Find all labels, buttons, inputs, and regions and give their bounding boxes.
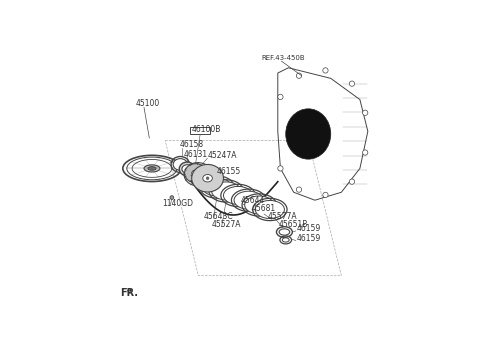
Ellipse shape — [245, 196, 274, 214]
Text: FR.: FR. — [120, 288, 138, 298]
Text: 45100: 45100 — [136, 99, 160, 108]
Ellipse shape — [184, 164, 207, 183]
Text: 45681: 45681 — [252, 204, 276, 213]
Ellipse shape — [187, 165, 208, 183]
Circle shape — [296, 187, 301, 192]
Ellipse shape — [182, 165, 192, 173]
Ellipse shape — [192, 164, 224, 192]
Ellipse shape — [279, 229, 290, 235]
Circle shape — [278, 94, 283, 99]
Circle shape — [362, 110, 368, 116]
Circle shape — [349, 81, 355, 86]
Text: 45247A: 45247A — [207, 151, 237, 160]
Ellipse shape — [192, 170, 200, 176]
Circle shape — [323, 192, 328, 197]
Text: 45643C: 45643C — [204, 212, 233, 221]
Text: 46131: 46131 — [184, 150, 208, 159]
Ellipse shape — [179, 162, 195, 176]
Ellipse shape — [234, 191, 263, 209]
Circle shape — [323, 68, 328, 73]
Text: 46158: 46158 — [179, 140, 204, 149]
Text: 46159: 46159 — [296, 234, 321, 243]
Text: 46100B: 46100B — [192, 125, 221, 134]
Ellipse shape — [212, 182, 240, 200]
Ellipse shape — [255, 201, 285, 218]
Ellipse shape — [202, 178, 231, 196]
Ellipse shape — [144, 165, 160, 172]
Text: REF.43-450B: REF.43-450B — [262, 55, 305, 61]
Ellipse shape — [203, 174, 212, 182]
FancyBboxPatch shape — [190, 127, 210, 134]
Text: 1140GD: 1140GD — [163, 199, 193, 208]
Circle shape — [349, 179, 355, 184]
Text: 45577A: 45577A — [267, 212, 297, 221]
Circle shape — [170, 196, 174, 200]
Circle shape — [278, 166, 283, 171]
Circle shape — [296, 73, 301, 78]
Ellipse shape — [148, 166, 156, 170]
Text: 46155: 46155 — [217, 167, 241, 176]
Ellipse shape — [286, 109, 331, 159]
Text: 26112B: 26112B — [189, 175, 218, 184]
Text: 45644: 45644 — [240, 196, 265, 205]
Text: 45651B: 45651B — [279, 220, 309, 229]
Ellipse shape — [173, 159, 188, 170]
Ellipse shape — [282, 238, 289, 242]
Circle shape — [362, 150, 368, 155]
Ellipse shape — [224, 186, 252, 204]
Text: 45527A: 45527A — [212, 220, 241, 229]
Text: 46159: 46159 — [296, 224, 321, 233]
Circle shape — [206, 177, 209, 180]
